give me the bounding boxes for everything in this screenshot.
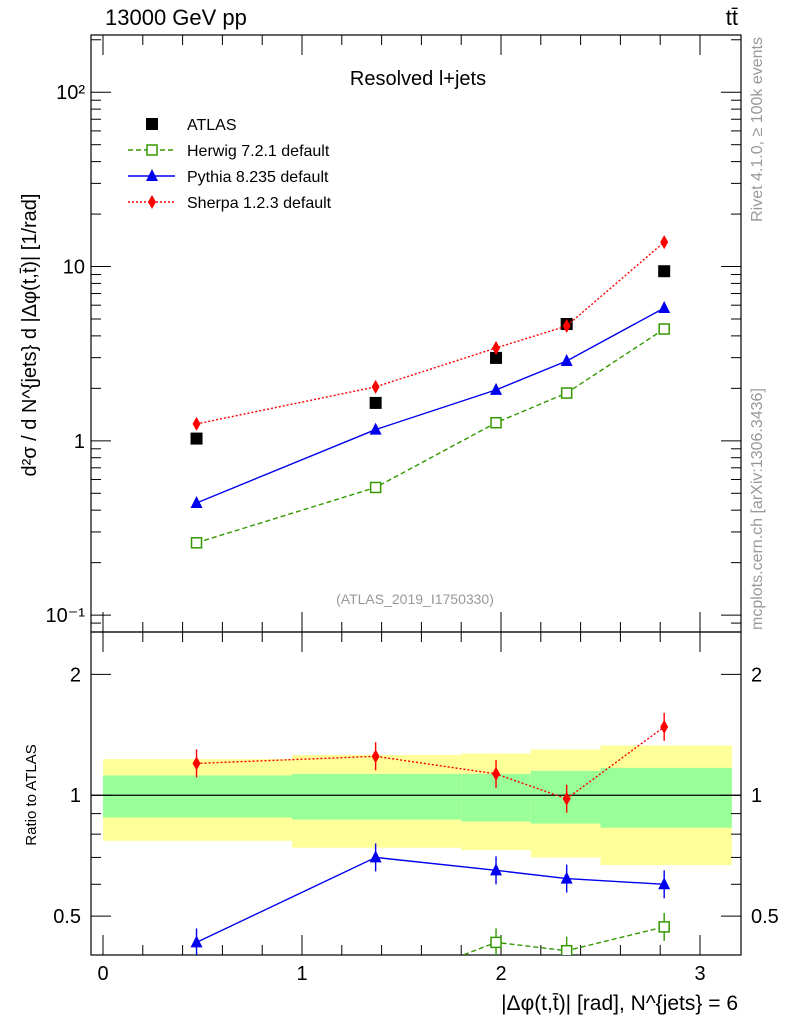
data-point-0 [190,432,203,445]
ratio-point [490,863,503,876]
series-line-1 [196,328,665,544]
data-point-3 [660,235,669,250]
data-point-1 [490,416,502,429]
ratio-y-tick-label: 0.5 [53,906,81,928]
ratio-point [490,936,502,949]
ratio-y-tick-label: 1 [70,785,81,807]
data-point-3 [492,340,501,355]
data-point-1 [658,323,670,335]
x-tick-label: 1 [296,963,307,985]
band-green [292,773,462,820]
y-tick-label: 10² [56,82,85,104]
legend-marker [146,144,158,156]
ratio-y-tick-label: 2 [70,664,81,686]
ratio-point [658,877,671,890]
data-point-1 [560,387,573,399]
data-point-2 [560,354,573,367]
y-tick-label: 10 [63,257,85,279]
header-left: 13000 GeV pp [105,5,247,30]
ratio-point [560,871,573,884]
data-point-2 [369,422,382,435]
y-tick-label: 10⁻¹ [46,605,86,627]
x-tick-label: 3 [694,963,705,985]
main-ylabel: d²σ / d N^{jets} d |Δφ(t,t̄)| [1/rad] [19,194,41,477]
legend-marker [148,195,156,209]
data-point-0 [490,351,503,364]
ratio-y-tick-label-right: 2 [751,664,762,686]
xlabel: |Δφ(t,t̄)| [rad], N^{jets} = 6 [501,992,738,1015]
chart-title: Resolved l+jets [350,68,486,90]
legend-marker [146,118,158,130]
mcplots-label: mcplots.cern.ch [arXiv:1306.3436] [749,388,766,630]
band-green [103,775,293,818]
ratio-point [658,921,670,933]
ratio-point [560,944,573,955]
ratio-frame [90,631,742,956]
data-point-3 [371,379,380,394]
analysis-id: (ATLAS_2019_I1750330) [336,591,494,607]
y-tick-label: 1 [74,431,85,453]
data-point-1 [369,481,382,494]
ratio-y-tick-label-right: 1 [751,785,762,807]
header-right: tt̄ [726,5,738,30]
x-tick-label: 2 [495,963,506,985]
ratio-point [371,984,381,994]
data-point-0 [369,396,382,409]
legend-label: Pythia 8.235 default [187,169,329,186]
ratio-point [371,749,380,764]
data-point-2 [658,301,671,314]
ratio-point [192,756,201,771]
ratio-point [492,766,501,781]
rivet-label: Rivet 4.1.0, ≥ 100k events [749,37,766,222]
series-line-2 [196,307,665,504]
x-tick-label: 0 [97,963,108,985]
ratio-series-1 [190,843,671,955]
ratio-point [562,791,571,806]
ratio-ylabel: Ratio to ATLAS [23,744,40,845]
data-point-3 [562,318,571,333]
legend-label: ATLAS [187,117,237,134]
data-point-2 [490,382,503,395]
ratio-y-tick-label-right: 0.5 [751,906,779,928]
band-green [600,767,732,828]
ratio-point [190,935,203,948]
ratio-point [660,719,669,734]
data-point-0 [658,265,671,278]
series-line-3 [196,241,665,425]
ratio-line [196,856,665,944]
ratio-point [369,850,382,863]
data-point-2 [190,495,203,508]
ratio-series-0 [371,912,670,994]
legend-label: Sherpa 1.2.3 default [187,195,332,212]
ratio-series-2 [192,712,669,813]
legend-marker [146,169,158,181]
legend-label: Herwig 7.2.1 default [187,143,330,160]
data-point-1 [190,537,203,549]
data-point-3 [192,416,201,431]
